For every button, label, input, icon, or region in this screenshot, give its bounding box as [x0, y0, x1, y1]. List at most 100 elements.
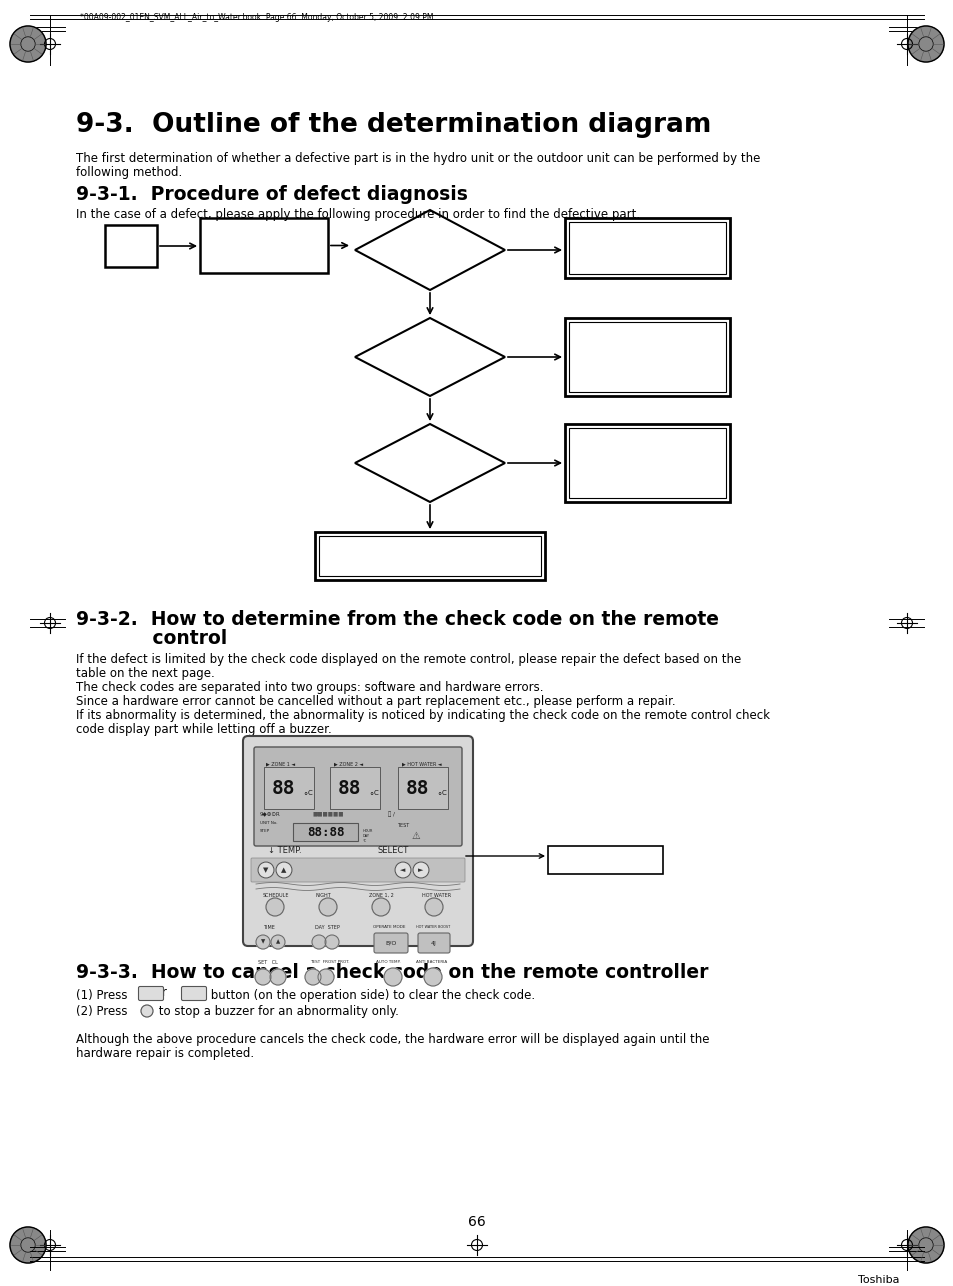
Text: In the case of a defect, please apply the following procedure in order to find t: In the case of a defect, please apply th… [76, 208, 639, 221]
Bar [318, 536, 540, 576]
Text: code display part while letting off a buzzer.: code display part while letting off a bu… [76, 723, 332, 736]
Circle shape [317, 968, 334, 985]
Text: or: or [151, 986, 171, 999]
Circle shape [907, 1227, 943, 1263]
Circle shape [318, 898, 336, 916]
Text: ►: ► [417, 867, 423, 873]
FancyBboxPatch shape [374, 934, 408, 953]
Text: B/O: B/O [385, 940, 396, 945]
Text: 9-3-1.  Procedure of defect diagnosis: 9-3-1. Procedure of defect diagnosis [76, 185, 467, 204]
Text: STEP: STEP [260, 829, 270, 833]
Text: 88: 88 [406, 778, 429, 797]
Text: 88:88: 88:88 [307, 826, 344, 838]
Circle shape [384, 968, 401, 986]
FancyBboxPatch shape [417, 934, 450, 953]
Text: ANTI BACTERIA: ANTI BACTERIA [416, 961, 447, 964]
Text: SELECT: SELECT [377, 846, 409, 855]
Text: C: C [374, 790, 378, 796]
Text: °: ° [369, 792, 373, 801]
Text: °: ° [303, 792, 307, 801]
Text: OPERATE MODE: OPERATE MODE [373, 925, 405, 928]
Text: ⬜ /: ⬜ / [388, 811, 395, 817]
Text: HOT WATER: HOT WATER [421, 892, 451, 898]
Text: C: C [441, 790, 446, 796]
Polygon shape [355, 424, 504, 502]
Text: following method.: following method. [76, 166, 182, 179]
Text: UNIT No.: UNIT No. [260, 820, 277, 826]
Text: ↓ TEMP.: ↓ TEMP. [268, 846, 301, 855]
Text: hardware repair is completed.: hardware repair is completed. [76, 1047, 253, 1060]
Text: ◄: ◄ [400, 867, 405, 873]
Text: 9-3-2.  How to determine from the check code on the remote: 9-3-2. How to determine from the check c… [76, 610, 719, 629]
Text: TIME: TIME [263, 925, 274, 930]
Bar [568, 322, 725, 392]
Circle shape [312, 935, 326, 949]
FancyBboxPatch shape [243, 736, 473, 946]
Circle shape [305, 968, 320, 985]
Text: ■■■■■■: ■■■■■■ [313, 811, 344, 817]
Text: Since a hardware error cannot be cancelled without a part replacement etc., plea: Since a hardware error cannot be cancell… [76, 694, 675, 709]
Text: (1) Press: (1) Press [76, 989, 132, 1002]
Circle shape [266, 898, 284, 916]
Text: ▲: ▲ [281, 867, 287, 873]
Text: ▶ ZONE 1 ◄: ▶ ZONE 1 ◄ [266, 761, 294, 766]
Bar [564, 318, 729, 396]
Text: 4J: 4J [431, 940, 436, 945]
Circle shape [270, 968, 286, 985]
Text: (2) Press: (2) Press [76, 1004, 132, 1019]
Text: TEST  FROST PROT.: TEST FROST PROT. [310, 961, 349, 964]
Text: 66: 66 [468, 1215, 485, 1229]
Text: button (on the operation side) to clear the check code.: button (on the operation side) to clear … [207, 989, 535, 1002]
FancyBboxPatch shape [253, 747, 461, 846]
Text: HOT WATER BOOST: HOT WATER BOOST [416, 925, 450, 928]
Circle shape [10, 26, 46, 62]
Text: SCHEDULE: SCHEDULE [263, 892, 289, 898]
FancyBboxPatch shape [293, 823, 357, 841]
Text: AUTO TEMP.: AUTO TEMP. [375, 961, 400, 964]
Text: ⚠: ⚠ [411, 831, 420, 841]
Circle shape [395, 862, 411, 878]
Circle shape [424, 898, 442, 916]
Text: table on the next page.: table on the next page. [76, 667, 214, 680]
Bar [264, 766, 314, 809]
Text: NIGHT: NIGHT [315, 892, 332, 898]
Text: ZONE 1, 2: ZONE 1, 2 [369, 892, 394, 898]
Text: °: ° [436, 792, 440, 801]
Bar [568, 428, 725, 498]
Bar [564, 219, 729, 278]
Polygon shape [355, 318, 504, 396]
Circle shape [271, 935, 285, 949]
Text: ▼: ▼ [260, 940, 265, 944]
Circle shape [257, 862, 274, 878]
Circle shape [325, 935, 338, 949]
Text: C: C [307, 790, 312, 796]
Bar [568, 222, 725, 274]
Bar [314, 532, 544, 580]
Bar [547, 846, 662, 874]
FancyBboxPatch shape [138, 986, 163, 1001]
Text: to stop a buzzer for an abnormality only.: to stop a buzzer for an abnormality only… [154, 1004, 398, 1019]
FancyBboxPatch shape [181, 986, 206, 1001]
Circle shape [423, 968, 441, 986]
Circle shape [255, 935, 270, 949]
Text: 9-3.  Outline of the determination diagram: 9-3. Outline of the determination diagra… [76, 112, 711, 138]
Text: Toshiba: Toshiba [858, 1274, 899, 1285]
Text: 9◆⊕⊙R: 9◆⊕⊙R [260, 811, 280, 817]
Text: If its abnormality is determined, the abnormality is noticed by indicating the c: If its abnormality is determined, the ab… [76, 709, 769, 721]
Circle shape [10, 1227, 46, 1263]
Circle shape [907, 26, 943, 62]
Text: The first determination of whether a defective part is in the hydro unit or the : The first determination of whether a def… [76, 152, 760, 165]
FancyBboxPatch shape [251, 858, 464, 882]
Text: TEST: TEST [396, 823, 409, 828]
Bar [397, 766, 448, 809]
Circle shape [413, 862, 429, 878]
Text: SET   CL: SET CL [257, 961, 277, 964]
Circle shape [275, 862, 292, 878]
Text: ▼: ▼ [263, 867, 269, 873]
Text: 88: 88 [338, 778, 361, 797]
Circle shape [141, 1004, 152, 1017]
Text: 88: 88 [272, 778, 295, 797]
Text: If the defect is limited by the check code displayed on the remote control, plea: If the defect is limited by the check co… [76, 653, 740, 666]
Circle shape [372, 898, 390, 916]
Text: DAY  STEP: DAY STEP [314, 925, 339, 930]
